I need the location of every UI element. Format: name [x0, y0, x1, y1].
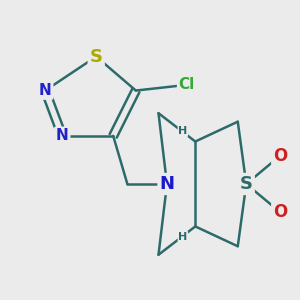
Text: H: H: [178, 232, 188, 242]
Text: Cl: Cl: [179, 77, 195, 92]
Text: S: S: [240, 175, 253, 193]
Text: S: S: [90, 48, 103, 66]
Text: N: N: [39, 83, 52, 98]
Text: O: O: [273, 203, 287, 221]
Text: H: H: [178, 126, 188, 136]
Text: N: N: [56, 128, 69, 143]
Text: N: N: [160, 175, 175, 193]
Text: O: O: [273, 147, 287, 165]
